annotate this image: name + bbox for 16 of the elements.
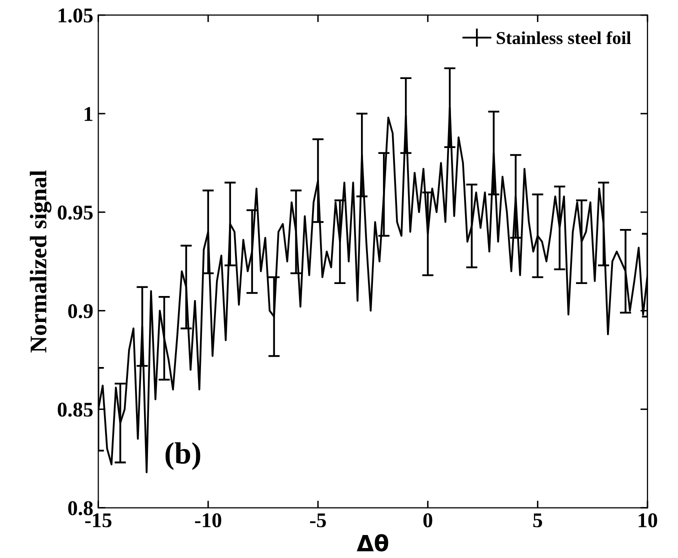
y-axis-title: Normalized signal [30, 170, 52, 352]
x-tick-label: 10 [638, 513, 658, 528]
legend-label: Stainless steel foil [496, 31, 631, 44]
y-tick-label: 0.95 [58, 206, 93, 220]
x-tick-label: 5 [533, 513, 542, 528]
y-tick-label: 0.9 [68, 304, 93, 318]
annotation: (b) [166, 442, 200, 470]
y-tick-label: 0.85 [58, 402, 93, 417]
x-tick-label: -15 [85, 513, 112, 528]
y-tick-label: 0.8 [68, 501, 93, 516]
x-tick-label: 0 [423, 513, 432, 528]
x-tick-label: -5 [310, 513, 326, 528]
y-tick-label: 1.05 [58, 8, 93, 23]
x-axis-title: Δθ [356, 534, 388, 552]
y-tick-label: 1 [84, 107, 92, 121]
x-tick-label: -10 [195, 513, 222, 528]
